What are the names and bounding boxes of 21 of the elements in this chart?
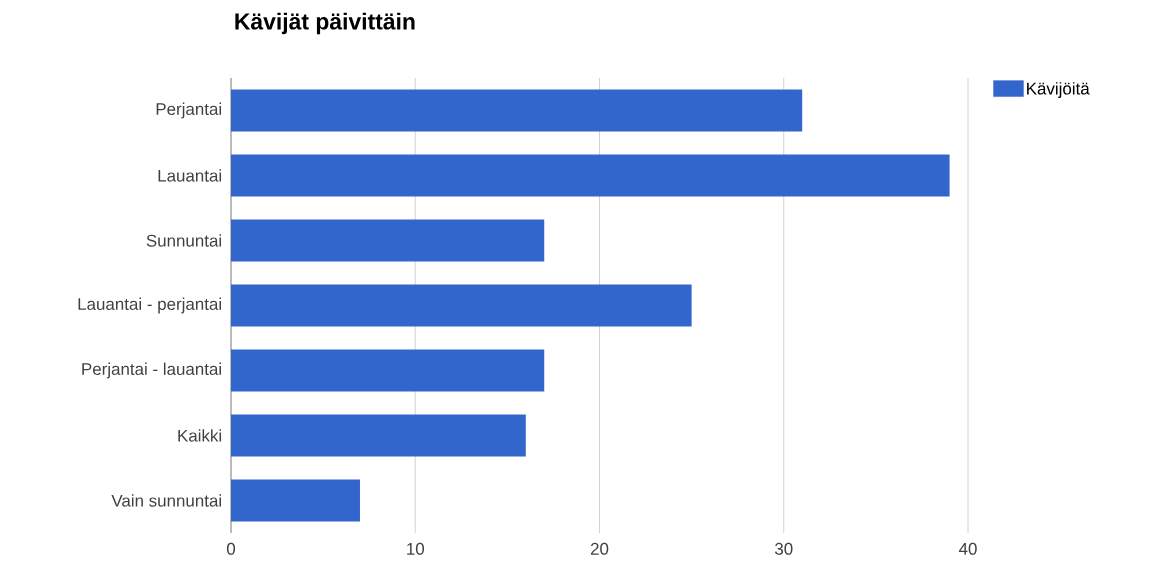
y-tick-label: Lauantai - perjantai: [78, 297, 221, 314]
y-tick-label: Vain sunnuntai: [111, 494, 221, 507]
legend-label: Kävijöitä: [1027, 82, 1090, 98]
bar: [231, 89, 803, 132]
bar: [231, 219, 545, 262]
y-tick-label: Lauantai: [158, 169, 222, 182]
y-tick-label: Kaikki: [178, 429, 222, 442]
chart-title: Kävijät päivittäin: [235, 12, 415, 35]
bar: [231, 479, 360, 522]
x-tick-label: 10: [407, 542, 425, 555]
y-tick-label: Perjantai - lauantai: [82, 362, 221, 379]
x-tick-label: 40: [958, 542, 977, 555]
y-tick-label: Sunnuntai: [146, 234, 222, 247]
y-tick-label: Perjantai: [156, 102, 222, 119]
bar: [231, 414, 526, 457]
bar: [231, 349, 545, 392]
x-tick-label: 30: [774, 542, 793, 555]
x-tick-label: 0: [226, 542, 236, 555]
bar: [231, 154, 950, 197]
bar: [231, 284, 692, 327]
x-tick-label: 20: [590, 542, 609, 555]
